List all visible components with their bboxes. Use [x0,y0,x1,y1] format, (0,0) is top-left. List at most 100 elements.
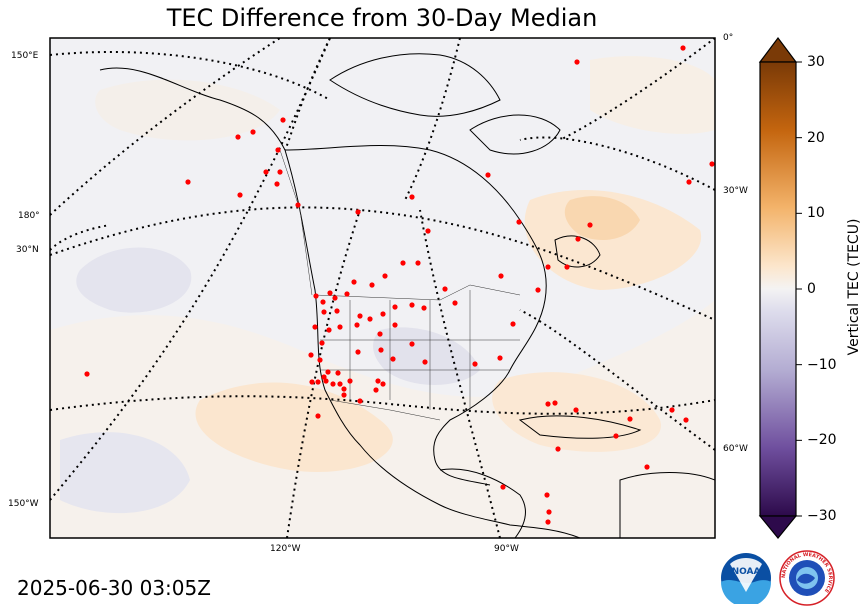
timestamp: 2025-06-30 03:05Z [17,576,211,600]
station-marker [377,331,383,337]
station-marker [415,260,421,266]
station-marker [334,308,340,314]
station-marker [308,352,314,358]
station-marker [185,179,191,185]
colorbar-tick-label: 10 [807,205,825,221]
station-marker [250,129,256,135]
station-marker [357,398,363,404]
station-marker [335,370,341,376]
coastlines [99,53,715,538]
station-marker [452,300,458,306]
colorbar-axis-label: Vertical TEC (TECU) [846,218,862,356]
lon-label-30w: 30°W [723,186,748,196]
station-marker [409,302,415,308]
lon-label-120w: 120°W [270,544,301,554]
station-marker [535,287,541,293]
station-marker [575,236,581,242]
station-marker [347,378,353,384]
station-marker [313,293,319,299]
station-marker [510,321,516,327]
station-marker [573,407,579,413]
station-marker [263,169,269,175]
station-marker [275,147,281,153]
colorbar-tick-label: 0 [807,281,816,297]
station-marker [409,341,415,347]
colorbar-tick-label: 30 [807,54,825,70]
station-marker [545,401,551,407]
station-marker [555,446,561,452]
lon-label-90w: 90°W [494,544,519,554]
lon-label-150w: 150°W [8,499,39,509]
station-marker [277,169,283,175]
station-marker [315,379,321,385]
station-marker [683,417,689,423]
station-marker [341,386,347,392]
station-marker [337,324,343,330]
station-marker [326,327,332,333]
station-marker [378,347,384,353]
station-marker [341,392,347,398]
station-marker [375,378,381,384]
station-marker [330,381,336,387]
station-marker [280,117,286,123]
colorbar [758,37,802,539]
station-marker [392,304,398,310]
nws-logo: NATIONAL WEATHER SERVICE [779,550,835,606]
station-marker [237,192,243,198]
station-marker [373,387,379,393]
station-marker [680,45,686,51]
station-marker [323,378,329,384]
station-marker [564,264,570,270]
station-marker [546,509,552,515]
station-marker [545,519,551,525]
graticule [50,38,715,538]
station-marker [545,264,551,270]
lon-label-180: 180° [18,211,40,221]
station-marker [425,228,431,234]
colorbar-max-extend [758,37,798,63]
station-marker [327,290,333,296]
lon-label-60w: 60°W [723,444,748,454]
colorbar-tick-label: −30 [807,508,837,524]
station-marker [309,379,315,385]
station-marker [485,172,491,178]
station-marker [369,282,375,288]
station-marker [337,381,343,387]
station-marker [344,291,350,297]
station-marker [320,299,326,305]
station-marker [709,161,715,167]
station-marker [574,59,580,65]
station-marker [332,295,338,301]
colorbar-tick-label: −10 [807,357,837,373]
map-frame [49,37,716,539]
station-marker [516,219,522,225]
colorbar-tick-label: 20 [807,130,825,146]
station-marker [235,134,241,140]
tec-field [50,38,715,538]
station-marker [442,286,448,292]
station-marker [421,305,427,311]
station-marker [498,273,504,279]
station-marker [325,369,331,375]
station-marker [686,179,692,185]
station-marker [355,349,361,355]
colorbar-tick-label: −20 [807,432,837,448]
station-marker [84,371,90,377]
station-marker [319,340,325,346]
station-marker [613,433,619,439]
station-marker [382,273,388,279]
station-marker [355,209,361,215]
station-marker [552,400,558,406]
lon-label-150e: 150°E [11,51,39,61]
station-marker [295,202,301,208]
station-marker [315,413,321,419]
station-marker [497,355,503,361]
station-marker [321,374,327,380]
station-marker [472,361,478,367]
colorbar-gradient [759,61,797,517]
station-marker [351,279,357,285]
svg-text:NOAA: NOAA [732,567,761,577]
station-marker [317,357,323,363]
station-marker [380,381,386,387]
